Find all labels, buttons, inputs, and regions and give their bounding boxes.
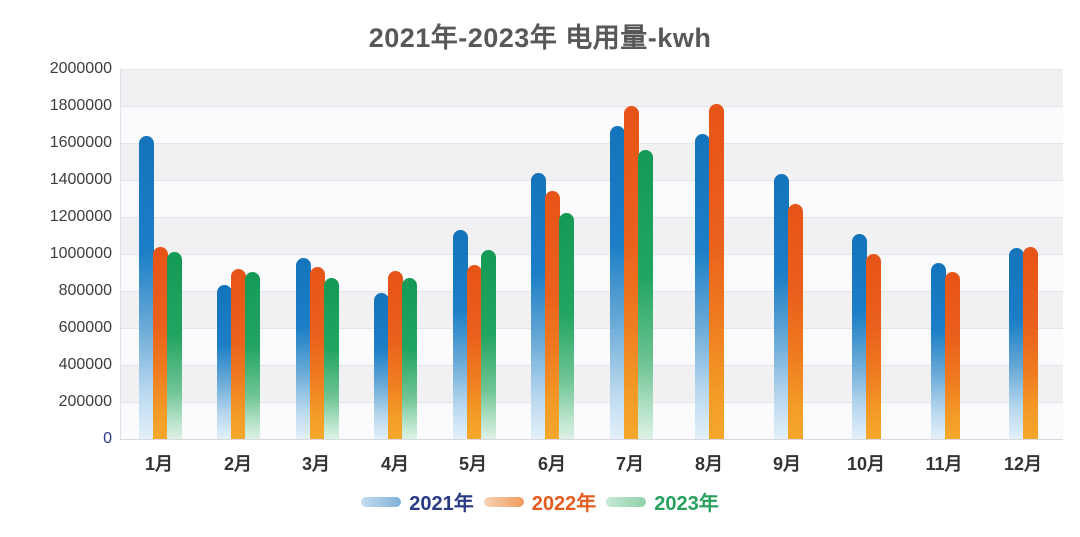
legend-label-2021: 2021年 bbox=[409, 493, 474, 515]
bar-2021-m4[interactable] bbox=[374, 293, 389, 439]
bar-2021-m9[interactable] bbox=[774, 174, 789, 439]
bar-2022-m6[interactable] bbox=[545, 191, 560, 439]
y-tick-0: 0 bbox=[103, 430, 112, 447]
bar-2021-m1[interactable] bbox=[139, 136, 154, 439]
legend-item-2021[interactable]: 2021年 bbox=[361, 487, 474, 516]
bar-2021-m7[interactable] bbox=[610, 126, 625, 439]
y-tick-200000: 200000 bbox=[58, 393, 112, 410]
x-label-m8: 8月 bbox=[694, 454, 723, 474]
bar-2022-m2[interactable] bbox=[231, 269, 246, 439]
bar-2021-m11[interactable] bbox=[931, 263, 946, 439]
x-label-m11: 11月 bbox=[925, 454, 963, 474]
bar-2022-m9[interactable] bbox=[788, 204, 803, 439]
legend-swatch-2023 bbox=[606, 496, 647, 507]
bar-2023-m7[interactable] bbox=[638, 150, 653, 439]
y-tick-1000000: 1000000 bbox=[49, 245, 112, 262]
legend-swatch-2022 bbox=[483, 496, 524, 507]
bar-2022-m12[interactable] bbox=[1023, 247, 1038, 439]
bar-2023-m4[interactable] bbox=[402, 278, 417, 439]
legend-item-2022[interactable]: 2022年 bbox=[483, 487, 597, 516]
bar-2022-m5[interactable] bbox=[467, 265, 482, 439]
chart-title: 2021年-2023年 电用量-kwh bbox=[368, 23, 712, 53]
x-label-m7: 7月 bbox=[615, 454, 644, 474]
legend-label-2022: 2022年 bbox=[531, 493, 597, 515]
bar-2021-m6[interactable] bbox=[531, 173, 546, 439]
legend-item-2023[interactable]: 2023年 bbox=[606, 487, 719, 516]
bar-2022-m11[interactable] bbox=[945, 272, 960, 439]
x-label-m10: 10月 bbox=[846, 454, 886, 474]
bar-2021-m5[interactable] bbox=[453, 230, 468, 439]
bar-2021-m3[interactable] bbox=[296, 258, 311, 439]
x-label-m4: 4月 bbox=[380, 454, 409, 474]
bar-2022-m1[interactable] bbox=[153, 247, 168, 439]
bar-2022-m8[interactable] bbox=[709, 104, 724, 439]
y-tick-1800000: 1800000 bbox=[49, 97, 112, 114]
y-tick-600000: 600000 bbox=[58, 319, 112, 336]
x-label-m1: 1月 bbox=[144, 454, 173, 474]
y-tick-800000: 800000 bbox=[58, 282, 112, 299]
bar-2021-m8[interactable] bbox=[695, 134, 710, 439]
bar-2023-m2[interactable] bbox=[245, 272, 260, 439]
y-tick-1200000: 1200000 bbox=[49, 208, 112, 225]
x-label-m9: 9月 bbox=[772, 454, 801, 474]
legend: 2021年 2022年 2023年 bbox=[0, 487, 1080, 516]
y-tick-400000: 400000 bbox=[58, 356, 112, 373]
bar-2022-m4[interactable] bbox=[388, 271, 403, 439]
bar-2022-m3[interactable] bbox=[310, 267, 325, 439]
plot-area bbox=[120, 69, 1063, 440]
x-label-m5: 5月 bbox=[458, 454, 487, 474]
y-tick-2000000: 2000000 bbox=[49, 60, 112, 77]
x-label-m6: 6月 bbox=[537, 454, 566, 474]
bar-2021-m2[interactable] bbox=[217, 285, 232, 439]
bar-2021-m12[interactable] bbox=[1009, 248, 1024, 439]
y-tick-1400000: 1400000 bbox=[49, 171, 112, 188]
bar-2023-m3[interactable] bbox=[324, 278, 339, 439]
bar-2022-m7[interactable] bbox=[624, 106, 639, 439]
y-tick-1600000: 1600000 bbox=[49, 134, 112, 151]
x-label-m3: 3月 bbox=[301, 454, 330, 474]
bar-2022-m10[interactable] bbox=[866, 254, 881, 439]
x-label-m12: 12月 bbox=[1003, 454, 1043, 474]
legend-label-2023: 2023年 bbox=[654, 493, 719, 515]
bar-2023-m5[interactable] bbox=[481, 250, 496, 439]
bar-2023-m6[interactable] bbox=[559, 213, 574, 439]
legend-swatch-2021 bbox=[361, 496, 402, 507]
bar-2023-m1[interactable] bbox=[167, 252, 182, 439]
bar-2021-m10[interactable] bbox=[852, 234, 867, 439]
x-label-m2: 2月 bbox=[223, 454, 252, 474]
